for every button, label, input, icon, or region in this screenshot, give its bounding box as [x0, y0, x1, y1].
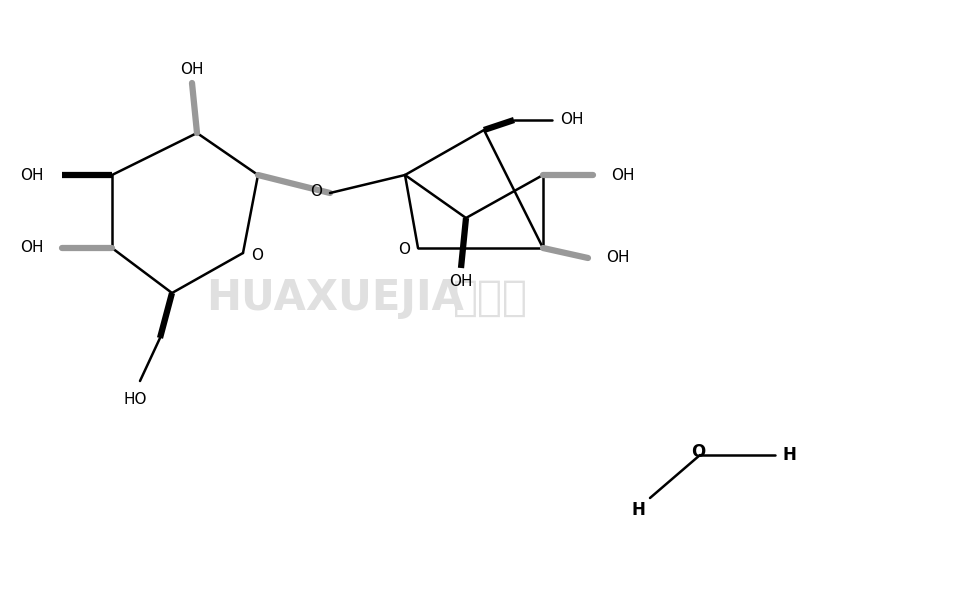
Text: OH: OH: [611, 167, 634, 182]
Text: 化学加: 化学加: [452, 277, 528, 319]
Text: HUAXUEJIA: HUAXUEJIA: [206, 277, 464, 319]
Text: H: H: [782, 446, 796, 464]
Text: OH: OH: [606, 251, 629, 266]
Text: H: H: [631, 501, 645, 519]
Text: HO: HO: [123, 392, 147, 407]
Text: OH: OH: [560, 112, 584, 127]
Text: O: O: [251, 248, 263, 263]
Text: OH: OH: [20, 167, 44, 182]
Text: O: O: [310, 184, 322, 199]
Text: OH: OH: [20, 240, 44, 255]
Text: O: O: [691, 443, 705, 461]
Text: OH: OH: [449, 274, 472, 289]
Text: OH: OH: [180, 63, 203, 78]
Text: O: O: [398, 243, 410, 258]
